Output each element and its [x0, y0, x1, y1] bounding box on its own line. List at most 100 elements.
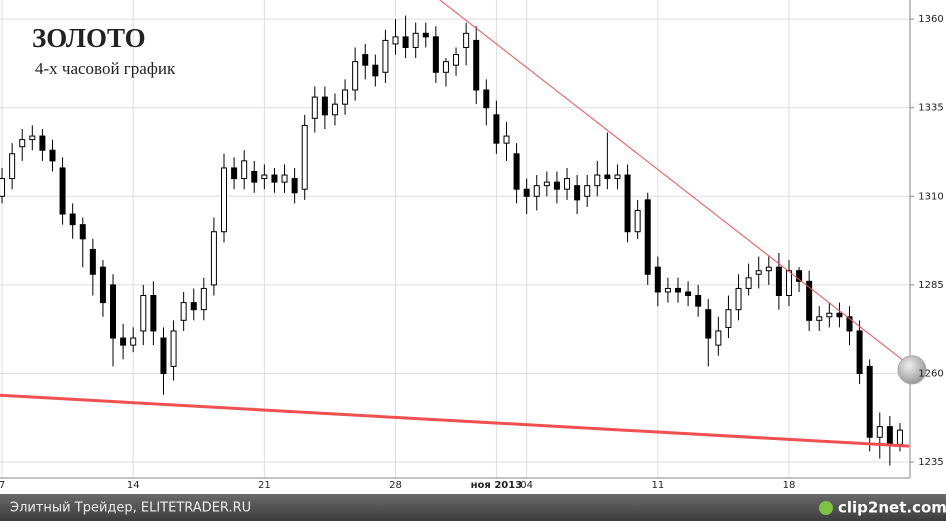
candle-body [564, 178, 571, 190]
candle-body [291, 178, 298, 194]
candle-body [644, 199, 651, 275]
x-tick-label: ноя 2013 [471, 480, 523, 491]
footer-left: Элитный Трейдер, ELITETRADER.RU [10, 501, 251, 516]
candle-body [392, 36, 399, 45]
x-tick-label: 11 [651, 480, 664, 491]
trend-line [0, 393, 910, 448]
candle-body [453, 54, 460, 66]
candle-body [180, 302, 187, 321]
candle-body [574, 185, 581, 201]
chart-subtitle: 4-х часовой график [35, 59, 176, 78]
candle-body [9, 153, 16, 180]
candle-body [352, 61, 359, 91]
candle-body [775, 266, 782, 297]
candle-body [110, 284, 117, 339]
y-tick-label: 1235 [918, 457, 943, 468]
candle-body [362, 54, 369, 66]
candle-body [493, 114, 500, 144]
candle-body [765, 266, 772, 272]
candle-body [745, 277, 752, 289]
candle-body [533, 185, 540, 197]
candle-body [866, 365, 873, 438]
candle-body [210, 231, 217, 286]
trend-line [439, 0, 910, 366]
candle-body [241, 160, 248, 180]
candle-body [422, 32, 429, 38]
candle-body [614, 174, 621, 180]
background [0, 0, 946, 494]
candle-body [200, 287, 207, 311]
candle-body [473, 39, 480, 91]
candle-body [39, 135, 46, 151]
candle-body [705, 309, 712, 339]
candle-body [231, 167, 238, 180]
candle-body [49, 149, 56, 162]
x-tick-label: 04 [520, 480, 533, 491]
candle-body [896, 429, 903, 445]
candle-body [321, 96, 328, 116]
y-tick-label: 1285 [918, 280, 943, 291]
candle-body [654, 266, 661, 293]
footer-right: clip2net.com [838, 499, 946, 517]
candle-body [301, 124, 308, 190]
candle-body [281, 174, 288, 183]
candle-body [150, 295, 157, 332]
x-tick-label: 28 [389, 480, 402, 491]
candle-body [594, 174, 601, 187]
candle-body [725, 309, 732, 328]
candle-body [735, 287, 742, 311]
candle-body [29, 135, 36, 141]
candle-body [604, 174, 611, 180]
candle-body [675, 287, 681, 293]
candle-body [331, 103, 338, 116]
y-tick-label: 1310 [918, 191, 943, 202]
candle-body [483, 89, 490, 109]
candle-body [382, 39, 389, 73]
candle-body [826, 312, 833, 318]
candle-body [584, 185, 591, 197]
candle-body [412, 32, 419, 48]
price-marker [897, 355, 927, 385]
candle-body [513, 153, 520, 190]
candle-body [372, 64, 379, 77]
candle-body [836, 312, 843, 318]
candle-body [99, 266, 106, 304]
candle-body [755, 270, 762, 275]
candle-body [463, 32, 470, 48]
candle-body [170, 330, 177, 367]
candle-body [69, 213, 76, 226]
x-tick-label: 7 [0, 480, 5, 491]
candle-body [876, 426, 883, 438]
x-tick-label: 14 [127, 480, 140, 491]
candle-body [120, 337, 127, 346]
chart-title: ЗОЛОТО [32, 23, 146, 53]
candle-body [695, 295, 702, 307]
logo-icon [819, 501, 833, 515]
candle-body [311, 96, 318, 119]
y-tick-label: 1360 [918, 14, 943, 25]
candle-body [190, 302, 197, 311]
candle-body [785, 270, 792, 297]
footer-bar [0, 494, 946, 521]
candle-body [402, 36, 409, 48]
candle-body [59, 167, 66, 215]
candle-body [715, 330, 722, 346]
y-tick-label: 1260 [918, 368, 943, 379]
candle-body [553, 181, 560, 190]
candle-body [89, 248, 96, 275]
candle-body [634, 209, 641, 233]
candle-body [796, 270, 803, 282]
x-tick-label: 21 [258, 480, 271, 491]
candle-body [503, 135, 510, 144]
candle-body [886, 426, 893, 445]
candle-body [523, 188, 530, 197]
candle-body [816, 316, 823, 321]
candle-body [846, 316, 853, 332]
candle-body [664, 287, 671, 293]
candle-body [442, 61, 449, 73]
candle-body [685, 291, 692, 297]
candle-body [261, 174, 268, 180]
candle-body [543, 181, 550, 187]
candle-body [130, 337, 137, 346]
